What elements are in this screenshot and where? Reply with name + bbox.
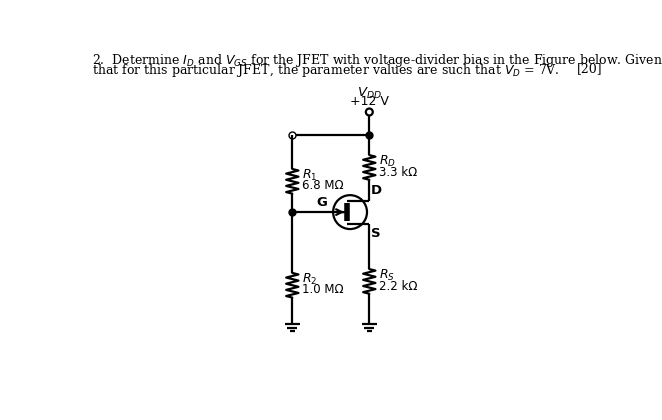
Text: +12 V: +12 V [350, 95, 389, 108]
Text: that for this particular JFET, the parameter values are such that $V_D$ = 7V.: that for this particular JFET, the param… [92, 62, 559, 79]
Text: $R_D$: $R_D$ [379, 154, 395, 169]
Text: $R_2$: $R_2$ [302, 272, 317, 286]
Text: 2.  Determine $I_D$ and $V_{GS}$ for the JFET with voltage-divider bias in the F: 2. Determine $I_D$ and $V_{GS}$ for the … [92, 52, 662, 69]
Text: $V_{DD}$: $V_{DD}$ [357, 86, 382, 101]
Text: G: G [316, 196, 327, 209]
Text: $R_S$: $R_S$ [379, 268, 395, 283]
Text: [20]: [20] [577, 62, 603, 75]
Text: D: D [371, 184, 382, 197]
Text: 1.0 MΩ: 1.0 MΩ [302, 284, 343, 297]
Text: $R_1$: $R_1$ [302, 168, 317, 183]
Text: 6.8 MΩ: 6.8 MΩ [302, 179, 343, 192]
Text: S: S [371, 227, 381, 240]
Text: 2.2 kΩ: 2.2 kΩ [379, 280, 417, 292]
Text: 3.3 kΩ: 3.3 kΩ [379, 165, 417, 178]
